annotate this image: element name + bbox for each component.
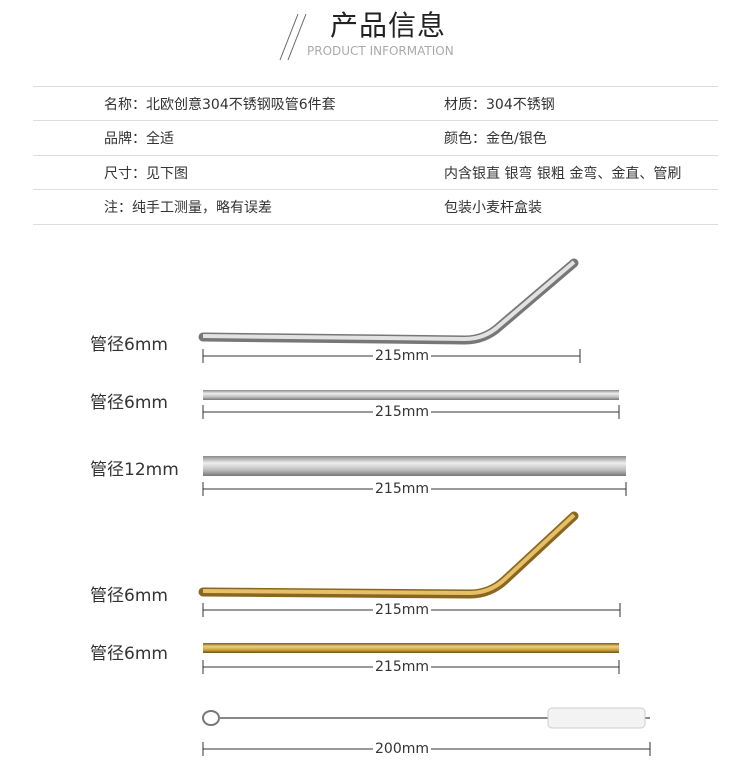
diameter-label: 管径6mm [90, 335, 168, 355]
length-label: 215mm [373, 602, 431, 618]
cleaning-brush [202, 707, 650, 729]
silver-thick-straw [203, 456, 626, 476]
info-name: 名称：北欧创意304不锈钢吸管6件套 [104, 97, 336, 113]
page-subtitle: PRODUCT INFORMATION [307, 44, 454, 58]
divider [33, 189, 718, 190]
diameter-label: 管径6mm [90, 393, 168, 413]
info-packaging: 包装小麦杆盒装 [444, 200, 542, 216]
diameter-label: 管径12mm [90, 460, 179, 480]
silver-straight-straw [203, 390, 619, 400]
length-label: 215mm [373, 404, 431, 420]
info-contents: 内含银直 银弯 银粗 金弯、金直、管刷 [444, 166, 682, 182]
diameter-label: 管径6mm [90, 644, 168, 664]
gold-bent-straw [198, 511, 579, 599]
length-label: 215mm [373, 481, 431, 497]
diameter-label: 管径6mm [90, 586, 168, 606]
length-label: 215mm [373, 348, 431, 364]
info-size: 尺寸：见下图 [104, 166, 188, 182]
length-label: 200mm [373, 741, 431, 757]
divider [33, 155, 718, 156]
info-note: 注：纯手工测量，略有误差 [104, 200, 272, 216]
divider [33, 224, 718, 225]
gold-straight-straw [203, 643, 619, 653]
length-label: 215mm [373, 659, 431, 675]
divider [33, 86, 718, 87]
silver-bent-straw [198, 258, 579, 345]
info-material: 材质：304不锈钢 [444, 97, 555, 113]
divider [33, 120, 718, 121]
page-title: 产品信息 [330, 9, 447, 42]
info-brand: 品牌：全适 [104, 131, 174, 147]
info-color: 颜色：金色/银色 [444, 131, 547, 147]
